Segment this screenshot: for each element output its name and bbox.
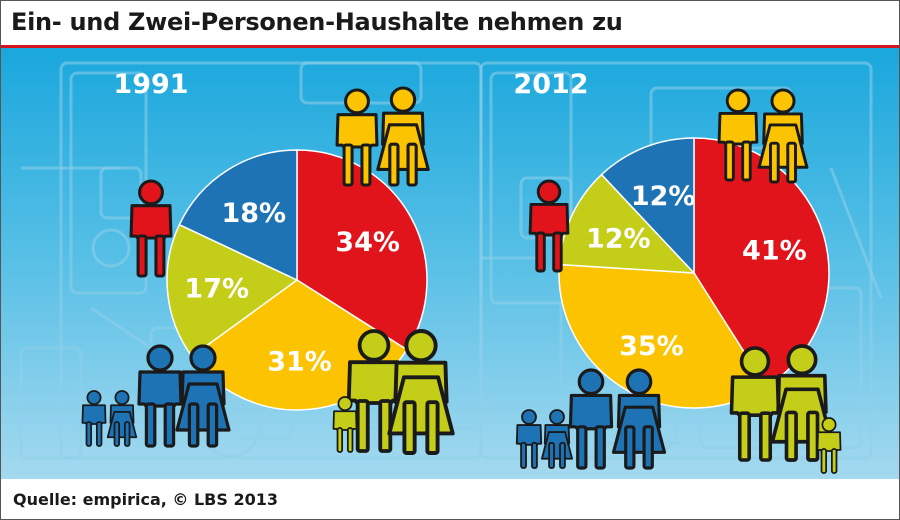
title-rule <box>1 45 899 48</box>
slice-label-three-person: 12% <box>586 223 651 254</box>
slice-label-one-person: 41% <box>742 236 807 267</box>
slice-label-two-person: 31% <box>267 347 332 378</box>
family-three-icon <box>332 329 455 455</box>
slice-label-four-plus-person: 18% <box>221 198 286 229</box>
family-four-icon <box>81 344 231 448</box>
person-icon <box>335 88 379 187</box>
person-icon <box>770 344 834 462</box>
person-icon <box>540 409 574 469</box>
person-icon <box>611 368 667 470</box>
couple-icon <box>335 86 430 187</box>
person-icon <box>729 346 781 462</box>
slice-label-four-plus-person: 12% <box>631 181 696 212</box>
single-person-icon <box>129 179 173 278</box>
person-icon <box>816 417 842 474</box>
year-title-2012: 2012 <box>513 69 588 100</box>
person-icon <box>81 390 107 447</box>
pie-slice-three-person <box>166 223 299 358</box>
person-icon <box>757 88 809 184</box>
person-icon <box>387 329 455 455</box>
person-icon <box>515 409 543 469</box>
person-icon <box>129 179 173 278</box>
single-person-icon <box>528 179 570 273</box>
header: Ein- und Zwei-Personen-Haushalte nehmen … <box>1 1 899 48</box>
pie-slice-four-plus-person <box>600 137 695 275</box>
source-credit: Quelle: empirica, © LBS 2013 <box>13 490 278 509</box>
person-icon <box>717 88 759 182</box>
footer: Quelle: empirica, © LBS 2013 <box>1 479 899 519</box>
person-icon <box>568 368 614 470</box>
year-title-1991: 1991 <box>113 69 188 100</box>
chart-area: 1991 34% 31% 17% 18% 2012 41% 35% 12% 12% <box>1 48 899 479</box>
couple-icon <box>717 88 809 184</box>
pie-chart-2012: 2012 41% 35% 12% 12% <box>513 69 842 474</box>
person-icon <box>137 344 183 448</box>
pie-charts-svg: 1991 34% 31% 17% 18% 2012 41% 35% 12% 12% <box>19 61 883 474</box>
family-four-icon <box>515 368 667 470</box>
slice-label-one-person: 34% <box>335 227 400 258</box>
page-title: Ein- und Zwei-Personen-Haushalte nehmen … <box>11 8 623 36</box>
pie-slice-four-plus-person <box>178 149 298 282</box>
family-three-icon <box>729 344 842 474</box>
person-icon <box>106 390 138 447</box>
person-icon <box>332 396 358 453</box>
pie-chart-1991: 1991 34% 31% 17% 18% <box>81 69 455 455</box>
slice-label-three-person: 17% <box>184 274 249 305</box>
person-icon <box>376 86 430 187</box>
person-icon <box>528 179 570 273</box>
slice-label-two-person: 35% <box>619 331 684 362</box>
person-icon <box>175 344 231 448</box>
